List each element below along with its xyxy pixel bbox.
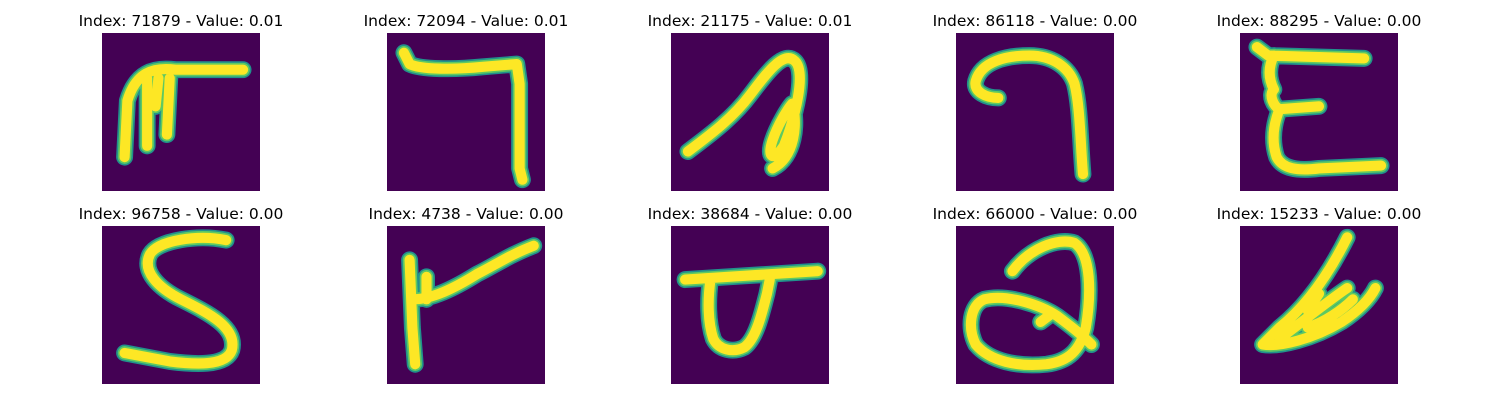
panel: Index: 15233 - Value: 0.00 <box>1189 203 1449 393</box>
glyph-strokes <box>395 44 531 189</box>
panel: Index: 72094 - Value: 0.01 <box>336 10 596 200</box>
glyph-strokes <box>401 237 543 373</box>
panel: Index: 4738 - Value: 0.00 <box>336 203 596 393</box>
glyph-image <box>102 33 260 191</box>
panel: Index: 86118 - Value: 0.00 <box>905 10 1165 200</box>
glyph-image <box>671 226 829 384</box>
glyph-strokes <box>1248 38 1390 178</box>
glyph-stroke <box>680 266 823 356</box>
glyph-strokes <box>962 233 1100 374</box>
glyph-strokes <box>967 47 1092 183</box>
glyph-stroke <box>682 53 805 174</box>
glyph-stroke <box>1251 42 1387 175</box>
panel: Index: 71879 - Value: 0.01 <box>51 10 311 200</box>
panel: Index: 21175 - Value: 0.01 <box>620 10 880 200</box>
glyph-stroke <box>404 240 539 370</box>
panel-title: Index: 71879 - Value: 0.01 <box>78 12 284 30</box>
glyph-image <box>1240 226 1398 384</box>
glyph-strokes <box>1254 228 1384 354</box>
glyph-stroke <box>1257 232 1381 351</box>
panel: Index: 66000 - Value: 0.00 <box>905 203 1165 393</box>
panel: Index: 96758 - Value: 0.00 <box>51 203 311 393</box>
glyph-image <box>671 33 829 191</box>
glyph-image <box>387 226 545 384</box>
panel-title: Index: 66000 - Value: 0.00 <box>932 205 1138 223</box>
panel-title: Index: 96758 - Value: 0.00 <box>78 205 284 223</box>
panel: Index: 38684 - Value: 0.00 <box>620 203 880 393</box>
glyph-image <box>956 226 1114 384</box>
panel-title: Index: 21175 - Value: 0.01 <box>647 12 853 30</box>
panel-title: Index: 15233 - Value: 0.00 <box>1216 205 1422 223</box>
glyph-image <box>102 226 260 384</box>
panel-title: Index: 88295 - Value: 0.00 <box>1216 12 1422 30</box>
glyph-image <box>387 33 545 191</box>
glyph-stroke <box>119 63 249 163</box>
panel-title: Index: 72094 - Value: 0.01 <box>363 12 569 30</box>
image-background <box>671 33 829 191</box>
glyph-stroke <box>965 236 1097 370</box>
panel: Index: 88295 - Value: 0.00 <box>1189 10 1449 200</box>
glyph-stroke <box>970 50 1089 180</box>
panel-title: Index: 38684 - Value: 0.00 <box>647 205 853 223</box>
glyph-strokes <box>676 262 827 359</box>
glyph-stroke <box>119 232 238 369</box>
glyph-image <box>956 33 1114 191</box>
glyph-strokes <box>116 60 252 166</box>
glyph-strokes <box>116 229 241 372</box>
glyph-image <box>1240 33 1398 191</box>
panel-title: Index: 86118 - Value: 0.00 <box>932 12 1138 30</box>
panel-title: Index: 4738 - Value: 0.00 <box>368 205 564 223</box>
glyph-strokes <box>679 49 809 177</box>
image-background <box>671 226 829 384</box>
glyph-stroke <box>398 47 528 185</box>
